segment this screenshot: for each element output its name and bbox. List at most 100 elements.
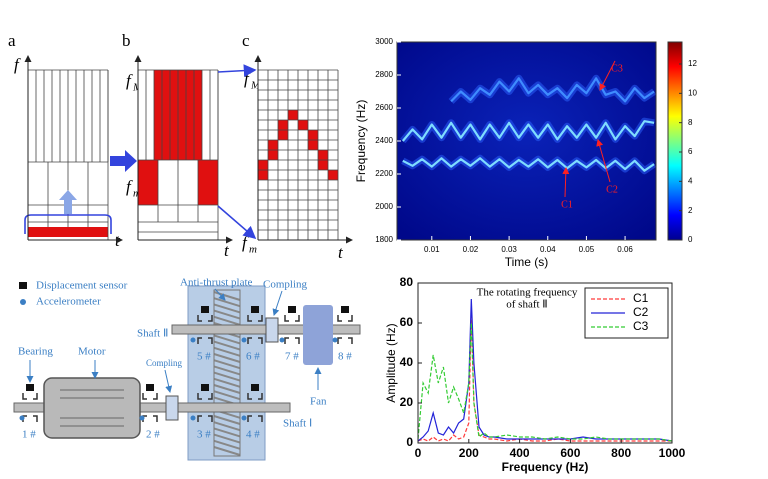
accelerometer (190, 337, 196, 343)
bearing (247, 393, 263, 422)
ridge (450, 77, 655, 103)
colorbar-tick-label: 6 (688, 147, 693, 156)
colorbar-tick-label: 12 (688, 59, 697, 68)
ridge (401, 120, 655, 142)
x-tick-label: 0.02 (463, 245, 479, 254)
gear-tooth (213, 433, 241, 444)
cell (258, 170, 268, 180)
annotation-arrow (562, 167, 570, 198)
motor (43, 377, 141, 439)
cell (328, 170, 338, 180)
y-tick-label: 3000 (375, 37, 393, 46)
annotation: C2 (606, 184, 618, 195)
cell (298, 120, 308, 130)
gear-tooth (213, 390, 241, 401)
legend-label: C3 (633, 319, 649, 333)
gear-tooth (213, 415, 241, 425)
cell (138, 160, 158, 205)
x-tick-label: 0.03 (501, 245, 517, 254)
annotation: C1 (561, 199, 573, 210)
colorbar-tick-label: 0 (688, 235, 693, 244)
sensor-number: 2 # (146, 429, 160, 441)
cell (288, 110, 298, 120)
accelerometer (19, 415, 25, 421)
sensor (341, 306, 349, 313)
accelerometer (332, 337, 338, 343)
colorbar-tick-label: 10 (688, 88, 697, 97)
bearing (197, 393, 213, 422)
label: Motor (78, 346, 106, 358)
y-axis-label: Amplitude (Hz) (384, 323, 398, 402)
bearing (197, 315, 213, 344)
cell (318, 150, 328, 160)
y-axis-label: Frequency (Hz) (354, 100, 368, 183)
axis-f: f (126, 177, 133, 196)
sensor-icon (19, 282, 27, 289)
label: Compling (263, 279, 308, 291)
bearing (337, 315, 353, 344)
y-tick-label: 2600 (375, 103, 393, 112)
x-tick-label: 0.01 (424, 245, 440, 254)
label: Compling (146, 358, 183, 368)
bearing (142, 393, 158, 422)
coupling (165, 395, 179, 421)
cell (268, 140, 278, 150)
annotation: C3 (611, 63, 623, 74)
bracket (24, 214, 112, 234)
axis-f: f (126, 71, 133, 90)
y-tick-label: 2400 (375, 136, 393, 145)
sensor (146, 384, 154, 391)
panel-label: b (122, 31, 131, 50)
accelerometer (279, 337, 285, 343)
annotation: of shaft Ⅱ (506, 299, 547, 311)
annotation-arrow (599, 60, 616, 91)
coupling (265, 317, 279, 343)
cell (278, 120, 288, 130)
accelerometer (190, 415, 196, 421)
sensor (251, 306, 259, 313)
x-tick-label: 600 (560, 446, 580, 460)
panel-label: c (242, 31, 250, 50)
sensor-number: 5 # (197, 351, 211, 363)
bearing (284, 315, 300, 344)
axis-sub: m (133, 188, 141, 200)
sensor (288, 306, 296, 313)
gear (213, 289, 241, 457)
gear-tooth (213, 377, 241, 388)
legend-text: Displacement sensor (36, 280, 128, 292)
sensor (26, 384, 34, 391)
panel-label: a (8, 31, 16, 50)
zoom-arrow (217, 64, 257, 77)
axis-t: t (224, 241, 230, 260)
annotation: The rotating frequency (477, 287, 578, 299)
gear-tooth (213, 297, 241, 308)
axis-f: f (242, 233, 249, 252)
gear-tooth (213, 421, 241, 432)
label: Anti-thrust plate (180, 277, 253, 289)
x-tick-label: 0.05 (579, 245, 595, 254)
cell (318, 160, 328, 170)
x-tick-label: 0.06 (617, 245, 633, 254)
colorbar-tick-label: 4 (688, 176, 693, 185)
cell (278, 130, 288, 140)
gear-tooth (213, 340, 241, 351)
bearing (22, 393, 38, 422)
colorbar-tick-label: 8 (688, 118, 693, 127)
sensor (201, 306, 209, 313)
axis-f: f (244, 69, 251, 88)
charts: 0.01 0.02 0.03 0.04 0.05 0.061800200022002400… (354, 37, 697, 474)
ridges (400, 74, 656, 175)
cell (28, 227, 108, 237)
axis-sub: M (250, 80, 261, 92)
colorbar-tick-label: 2 (688, 206, 693, 215)
bearing (247, 315, 263, 344)
y-tick-label: 2800 (375, 70, 393, 79)
ridge (402, 157, 655, 172)
gear-tooth (213, 371, 241, 382)
annotation-arrow (596, 139, 611, 183)
sensor-number: 6 # (246, 351, 260, 363)
gear-tooth (213, 446, 241, 456)
y-tick-label: 80 (400, 275, 414, 289)
legend-text: Accelerometer (36, 296, 101, 308)
